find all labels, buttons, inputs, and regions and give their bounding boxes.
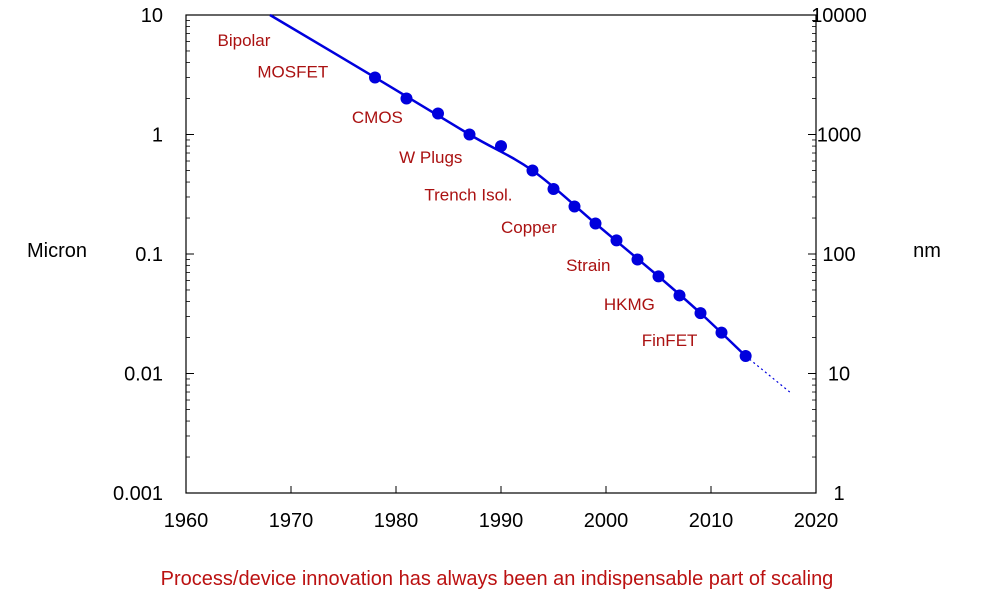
- data-point: [369, 71, 381, 84]
- y-tick-label-left: 1: [152, 125, 163, 147]
- data-point: [610, 234, 623, 247]
- axis-ticks: [185, 14, 817, 494]
- annotation-label: CMOS: [352, 108, 403, 127]
- annotation-label: W Plugs: [399, 148, 462, 167]
- x-tick-label: 1990: [479, 510, 524, 532]
- data-point: [652, 270, 665, 283]
- data-point: [715, 326, 728, 339]
- y-axis-label-left: Micron: [27, 240, 87, 262]
- chart-caption: Process/device innovation has always bee…: [161, 568, 834, 590]
- y-tick-label-right: 10: [828, 364, 850, 386]
- data-point: [673, 289, 686, 302]
- y-tick-label-left: 0.001: [113, 483, 163, 505]
- y-axis-label-right: nm: [913, 240, 941, 262]
- annotation-label: Trench Isol.: [424, 186, 512, 205]
- data-point: [568, 200, 581, 213]
- annotation-label: Bipolar: [218, 31, 271, 50]
- data-point: [631, 253, 644, 266]
- x-tick-label: 2020: [794, 510, 839, 532]
- annotation-label: MOSFET: [257, 62, 328, 81]
- y-tick-label-right: 100: [822, 244, 855, 266]
- data-point: [739, 350, 752, 363]
- annotation-label: Strain: [566, 256, 610, 275]
- projection-line: [745, 355, 791, 393]
- data-point: [463, 128, 476, 141]
- data-point: [495, 140, 507, 153]
- x-tick-label: 2000: [584, 510, 629, 532]
- annotation-label: HKMG: [604, 295, 655, 314]
- annotation-label: Copper: [501, 218, 557, 237]
- data-point: [547, 182, 560, 195]
- y-tick-label-left: 0.01: [124, 364, 163, 386]
- technology-annotations: Bipolar MOSFET CMOS W Plugs Trench Isol. Copp…: [218, 31, 698, 350]
- data-point: [432, 107, 444, 120]
- y-tick-label-right: 1: [833, 483, 844, 505]
- y-tick-label-right: 1000: [817, 125, 862, 147]
- data-point: [589, 217, 602, 230]
- data-point: [400, 92, 413, 105]
- y-tick-label-left: 10: [141, 5, 163, 27]
- x-tick-label: 1960: [164, 510, 209, 532]
- x-tick-label: 2010: [689, 510, 734, 532]
- data-point: [526, 164, 539, 177]
- trend-line-group: [269, 13, 791, 393]
- data-point: [694, 307, 707, 320]
- y-tick-label-left: 0.1: [135, 244, 163, 266]
- plot-frame: [185, 14, 817, 494]
- annotation-label: FinFET: [642, 331, 698, 350]
- x-tick-label: 1970: [269, 510, 314, 532]
- data-points: [369, 71, 752, 363]
- y-tick-label-right: 10000: [811, 5, 867, 27]
- x-tick-label: 1980: [374, 510, 419, 532]
